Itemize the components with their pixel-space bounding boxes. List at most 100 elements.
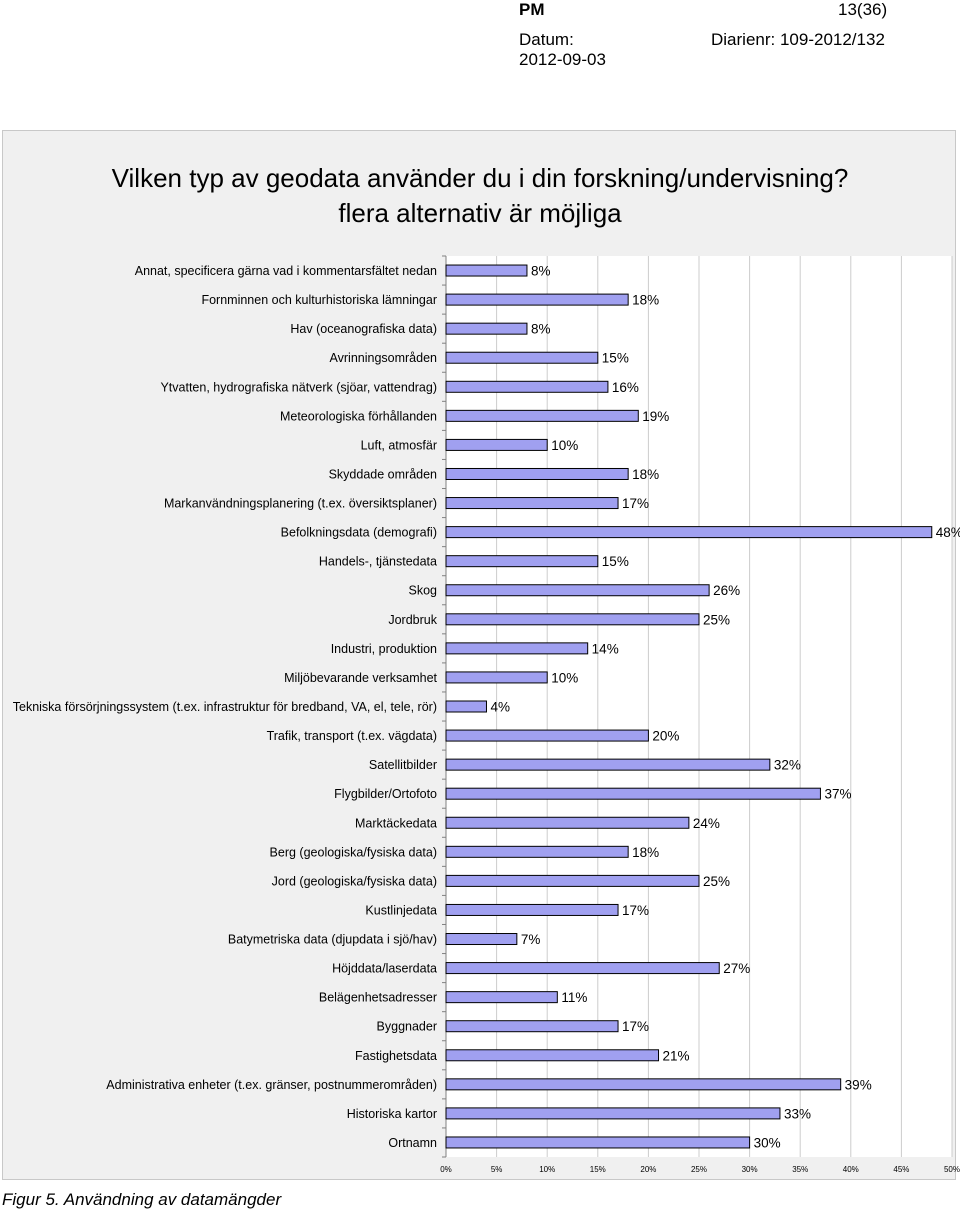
bar-value-label: 18% <box>632 293 659 308</box>
bar <box>445 293 629 306</box>
category-label: Industri, produktion <box>331 642 437 656</box>
category-label: Ortnamn <box>388 1136 437 1150</box>
bar <box>445 613 700 626</box>
category-label: Luft, atmosfär <box>361 438 437 452</box>
bar-value-label: 17% <box>622 1019 649 1034</box>
bar <box>445 1049 660 1062</box>
registration-number: Diarienr: 109-2012/132 <box>711 30 885 49</box>
bar <box>445 816 690 829</box>
category-label: Fornminnen och kulturhistoriska lämninga… <box>201 293 437 307</box>
category-label: Jordbruk <box>388 613 437 627</box>
category-label: Flygbilder/Ortofoto <box>334 787 437 801</box>
category-label: Kustlinjedata <box>365 903 437 917</box>
category-label: Annat, specificera gärna vad i kommentar… <box>135 264 437 278</box>
category-label: Tekniska försörjningssystem (t.ex. infra… <box>13 700 437 714</box>
bar <box>445 1020 619 1033</box>
category-label: Belägenhetsadresser <box>319 991 437 1005</box>
category-label: Markanvändningsplanering (t.ex. översikt… <box>164 497 437 511</box>
bar-value-label: 16% <box>612 380 639 395</box>
bar-value-label: 7% <box>521 932 541 947</box>
category-label: Ytvatten, hydrografiska nätverk (sjöar, … <box>160 380 437 394</box>
bar-value-label: 30% <box>754 1135 781 1150</box>
bar-value-label: 18% <box>632 845 659 860</box>
x-tick-label: 35% <box>792 1165 808 1174</box>
bar-value-label: 15% <box>602 554 629 569</box>
category-label: Höjddata/laserdata <box>332 962 437 976</box>
bar-value-label: 26% <box>713 583 740 598</box>
bar-value-label: 8% <box>531 264 551 279</box>
category-label: Hav (oceanografiska data) <box>290 322 437 336</box>
x-tick-label: 40% <box>843 1165 859 1174</box>
bar <box>445 729 649 742</box>
bar <box>445 380 609 393</box>
date-label: Datum: <box>519 30 574 49</box>
document-date: 2012-09-03 <box>519 50 606 69</box>
x-tick-label: 45% <box>893 1165 909 1174</box>
bar <box>445 497 619 510</box>
category-label: Befolkningsdata (demografi) <box>281 526 437 540</box>
x-tick-label: 50% <box>944 1165 960 1174</box>
bar <box>445 845 629 858</box>
chart-subtitle: flera alternativ är möjliga <box>338 198 622 228</box>
x-tick-label: 10% <box>539 1165 555 1174</box>
bar <box>445 1136 751 1149</box>
bar-value-label: 11% <box>561 990 587 1005</box>
category-label: Satellitbilder <box>369 758 437 772</box>
bar-value-label: 19% <box>642 409 669 424</box>
bar <box>445 264 528 277</box>
bar <box>445 874 700 887</box>
bar <box>445 787 821 800</box>
x-tick-label: 15% <box>590 1165 606 1174</box>
bar-value-label: 20% <box>652 729 679 744</box>
document-type: PM <box>519 0 545 19</box>
bar-value-label: 37% <box>824 787 851 802</box>
bar <box>445 903 619 916</box>
bar <box>445 526 933 539</box>
bar <box>445 1078 842 1091</box>
category-label: Miljöbevarande verksamhet <box>284 671 437 685</box>
bar <box>445 322 528 335</box>
bar <box>445 351 599 364</box>
bar-value-label: 8% <box>531 322 551 337</box>
bar <box>445 467 629 480</box>
category-label: Administrativa enheter (t.ex. gränser, p… <box>106 1078 437 1092</box>
bar-value-label: 14% <box>592 641 619 656</box>
category-label: Batymetriska data (djupdata i sjö/hav) <box>228 933 437 947</box>
chart-title: Vilken typ av geodata använder du i din … <box>111 163 849 193</box>
x-tick-label: 5% <box>491 1165 503 1174</box>
bar <box>445 438 548 451</box>
bar-value-label: 25% <box>703 612 730 627</box>
category-label: Jord (geologiska/fysiska data) <box>272 874 437 888</box>
bar-value-label: 4% <box>490 700 510 715</box>
bar <box>445 758 771 771</box>
category-label: Handels-, tjänstedata <box>319 555 437 569</box>
x-tick-label: 20% <box>640 1165 656 1174</box>
bar-value-label: 24% <box>693 816 720 831</box>
bar <box>445 991 558 1004</box>
category-label: Skyddade områden <box>329 467 437 481</box>
bar-value-label: 32% <box>774 758 801 773</box>
bar <box>445 1107 781 1120</box>
bar-value-label: 48% <box>936 525 960 540</box>
category-label: Fastighetsdata <box>355 1049 437 1063</box>
bar-value-label: 10% <box>551 438 578 453</box>
page-number: 13(36) <box>838 0 888 19</box>
category-label: Marktäckedata <box>355 816 437 830</box>
bar <box>445 933 518 946</box>
bar <box>445 671 548 684</box>
category-label: Historiska kartor <box>347 1107 437 1121</box>
bar-value-label: 15% <box>602 351 629 366</box>
figure-caption: Figur 5. Användning av datamängder <box>2 1190 282 1209</box>
x-tick-label: 30% <box>742 1165 758 1174</box>
bar-value-label: 10% <box>551 670 578 685</box>
bar <box>445 700 487 713</box>
category-label: Trafik, transport (t.ex. vägdata) <box>267 729 437 743</box>
bar-value-label: 27% <box>723 961 750 976</box>
x-tick-label: 25% <box>691 1165 707 1174</box>
bar <box>445 555 599 568</box>
bar <box>445 642 589 655</box>
x-tick-label: 0% <box>440 1165 452 1174</box>
category-label: Avrinningsområden <box>330 351 438 365</box>
bar-value-label: 18% <box>632 467 659 482</box>
